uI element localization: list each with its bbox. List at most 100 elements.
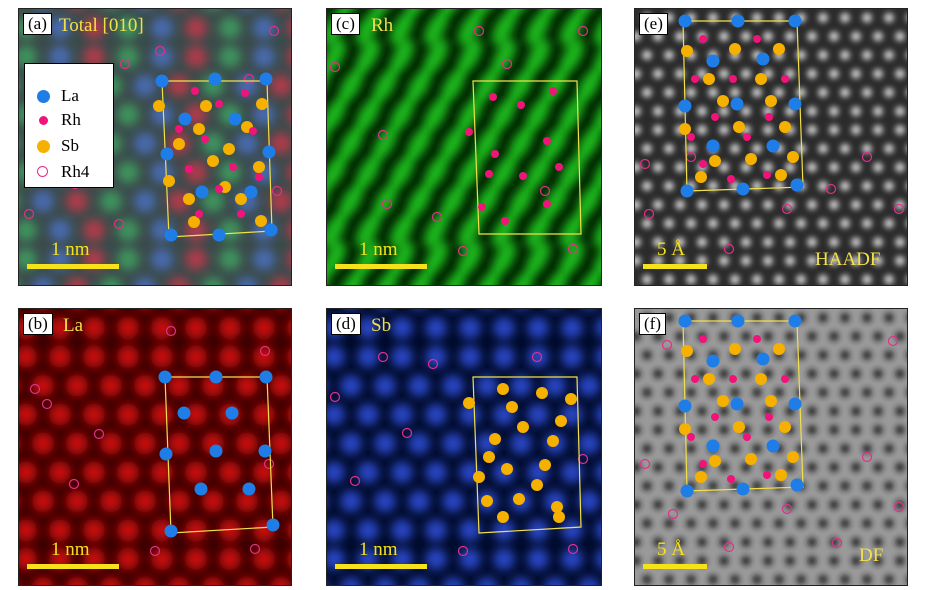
legend-label-sb: Sb [61,136,79,155]
rh-marker [491,150,499,158]
panel-a: (a) Total [010] La Rh Sb Rh4 1 nm [18,8,292,286]
la-marker [678,399,692,413]
scale-bar-line [335,264,427,269]
rh4-marker [861,151,873,163]
sb-marker [497,383,509,395]
rh4-marker [263,458,275,470]
sb-marker [483,451,495,463]
sb-marker [679,423,691,435]
la-marker [195,185,209,199]
la-marker [259,370,273,384]
la-marker [209,370,223,384]
rh4-marker [41,398,53,410]
la-marker [194,482,208,496]
panel-a-title: Total [010] [59,15,144,36]
rh4-marker [249,543,261,555]
rh4-marker [825,183,837,195]
la-marker [159,447,173,461]
rh-marker [191,87,199,95]
sb-marker [200,100,212,112]
la-marker [158,370,172,384]
la-marker [706,354,720,368]
la-marker [736,182,750,196]
rh4-marker [861,451,873,463]
legend-item-rh4: Rh4 [25,162,113,182]
panel-d: (d) Sb 1 nm [326,308,602,586]
rh4-marker [893,203,905,215]
rh4-marker [271,185,283,197]
la-marker [766,439,780,453]
sb-marker [779,121,791,133]
la-marker [730,397,744,411]
rh4-marker [268,25,280,37]
legend-label-la: La [61,86,79,105]
sb-marker [733,121,745,133]
sb-marker [709,155,721,167]
rh-marker [478,203,486,211]
rh4-marker [723,243,735,255]
sb-marker [703,373,715,385]
rh4-marker [381,198,393,210]
sb-marker [755,373,767,385]
sb-marker [765,395,777,407]
rh4-marker [577,453,589,465]
la-marker [208,72,222,86]
rh-marker [201,135,209,143]
la-marker [225,406,239,420]
rh-marker [687,433,695,441]
legend: La Rh Sb Rh4 [24,63,114,188]
scale-bar-e: 5 Å [643,237,707,269]
sb-marker [183,193,195,205]
rh4-marker [119,58,131,70]
sb-marker [775,169,787,181]
la-marker [788,397,802,411]
la-marker [706,139,720,153]
la-marker [788,314,802,328]
sb-marker [733,421,745,433]
scale-bar-line [27,264,119,269]
rh-marker [549,87,557,95]
scale-bar-c: 1 nm [335,237,427,269]
sb-marker [565,393,577,405]
scale-bar-text: 5 Å [657,539,685,560]
la-marker [788,97,802,111]
rh-marker-icon [39,116,48,125]
scale-bar-text: 1 nm [51,239,90,260]
rh-marker [781,375,789,383]
rh-marker [781,75,789,83]
sb-marker-icon [37,140,50,153]
rh-marker [727,475,735,483]
legend-label-rh4: Rh4 [61,162,90,181]
sb-marker [695,171,707,183]
la-marker [678,99,692,113]
panel-c-image [327,9,601,285]
panel-f-image [635,309,907,585]
la-marker [790,178,804,192]
rh4-marker [23,208,35,220]
sb-marker [489,433,501,445]
sb-marker [463,397,475,409]
sb-marker [773,43,785,55]
rh4-marker [431,211,443,223]
sb-marker [745,153,757,165]
panel-c-title: Rh [371,15,394,36]
rh-marker [753,335,761,343]
rh-marker [729,75,737,83]
rh4-marker [723,541,735,553]
sb-marker [709,455,721,467]
rh-marker [711,413,719,421]
rh4-marker [457,545,469,557]
rh4-marker [427,358,439,370]
panel-b-title: La [63,315,84,336]
sb-marker [256,98,268,110]
sb-marker [501,463,513,475]
rh4-marker [567,243,579,255]
sb-marker [188,216,200,228]
scale-bar-text: 1 nm [51,539,90,560]
rh4-marker [259,345,271,357]
rh-marker [517,101,525,109]
sb-marker [765,95,777,107]
rh-marker [743,133,751,141]
rh4-marker [781,503,793,515]
rh-marker [765,413,773,421]
